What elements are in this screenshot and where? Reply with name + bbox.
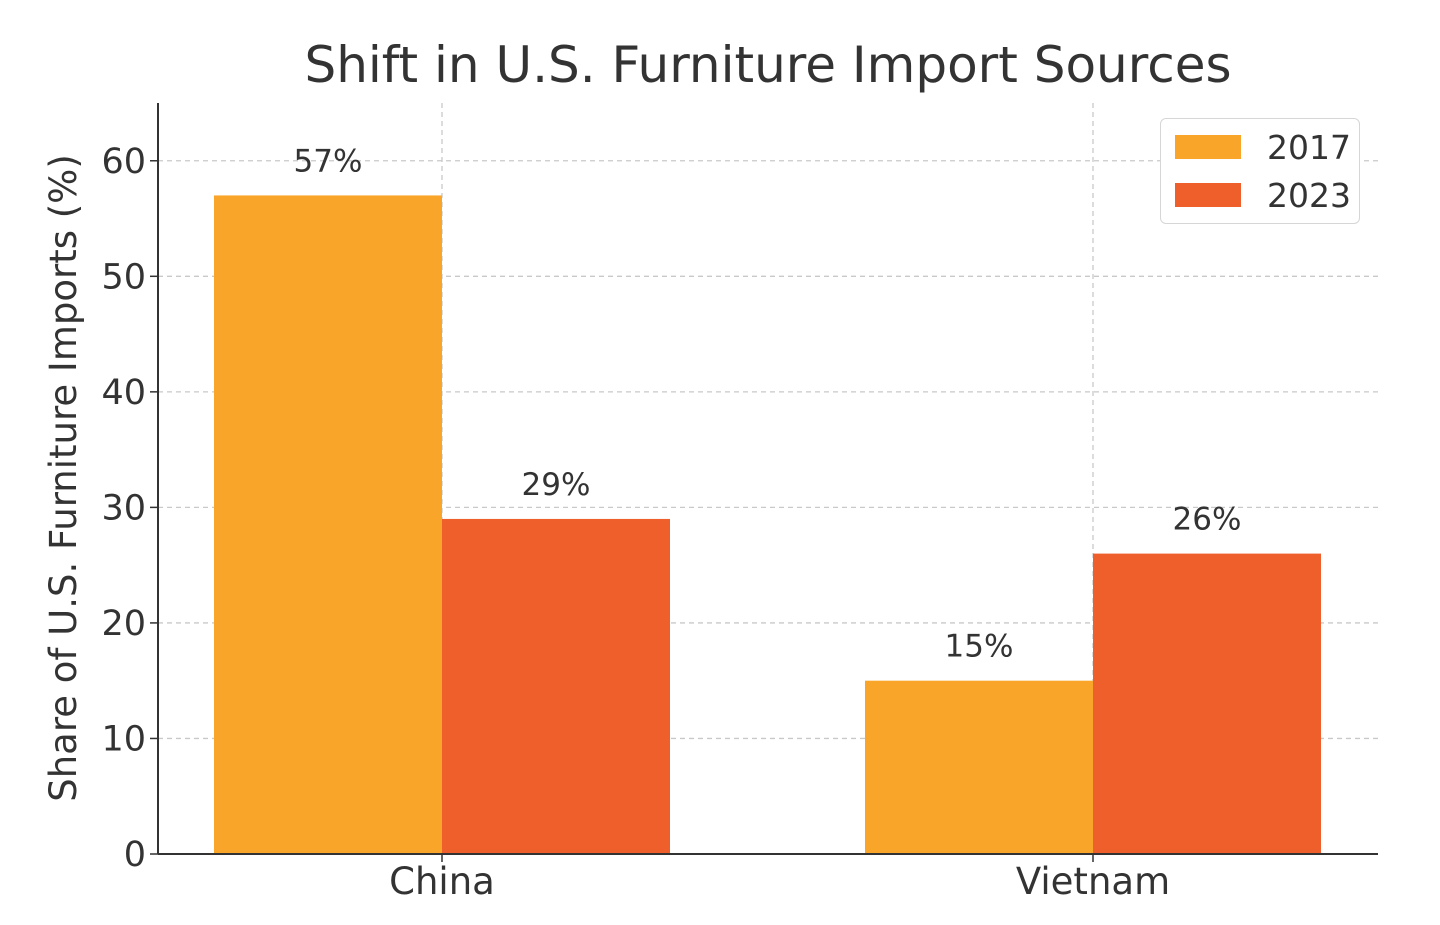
chart-title: Shift in U.S. Furniture Import Sources bbox=[304, 36, 1231, 94]
y-axis-label: Share of U.S. Furniture Imports (%) bbox=[42, 154, 85, 802]
bar-china-2023 bbox=[442, 518, 670, 854]
y-tick-label: 40 bbox=[101, 373, 146, 413]
data-label-china-2023: 29% bbox=[522, 467, 591, 503]
legend-label-2023: 2023 bbox=[1267, 175, 1351, 215]
legend: 2017 2023 bbox=[1160, 118, 1360, 224]
y-tick-label: 10 bbox=[101, 719, 146, 759]
data-labels: 57% 29% 15% 26% bbox=[294, 143, 1242, 664]
legend-item-2017: 2017 bbox=[1175, 127, 1351, 167]
data-label-china-2017: 57% bbox=[294, 143, 363, 179]
legend-swatch-2017 bbox=[1175, 135, 1241, 159]
legend-label-2017: 2017 bbox=[1267, 127, 1351, 167]
bar-vietnam-2017 bbox=[865, 680, 1093, 854]
y-tick-label: 20 bbox=[101, 604, 146, 644]
data-label-vietnam-2023: 26% bbox=[1173, 502, 1242, 538]
y-tick-label: 60 bbox=[101, 142, 146, 182]
legend-swatch-2023 bbox=[1175, 183, 1241, 207]
data-label-vietnam-2017: 15% bbox=[945, 629, 1014, 665]
y-tick-label: 30 bbox=[101, 488, 146, 528]
y-tick-labels: 0 10 20 30 40 50 60 bbox=[101, 142, 146, 875]
y-tick-label: 0 bbox=[124, 835, 146, 875]
axes bbox=[150, 103, 1378, 862]
bars bbox=[214, 195, 1321, 854]
x-tick-label-vietnam: Vietnam bbox=[1016, 860, 1170, 903]
bar-vietnam-2023 bbox=[1093, 553, 1321, 854]
x-tick-label-china: China bbox=[389, 860, 495, 903]
legend-item-2023: 2023 bbox=[1175, 175, 1351, 215]
bar-china-2017 bbox=[214, 195, 442, 854]
y-tick-label: 50 bbox=[101, 257, 146, 297]
x-tick-labels: China Vietnam bbox=[389, 860, 1170, 903]
